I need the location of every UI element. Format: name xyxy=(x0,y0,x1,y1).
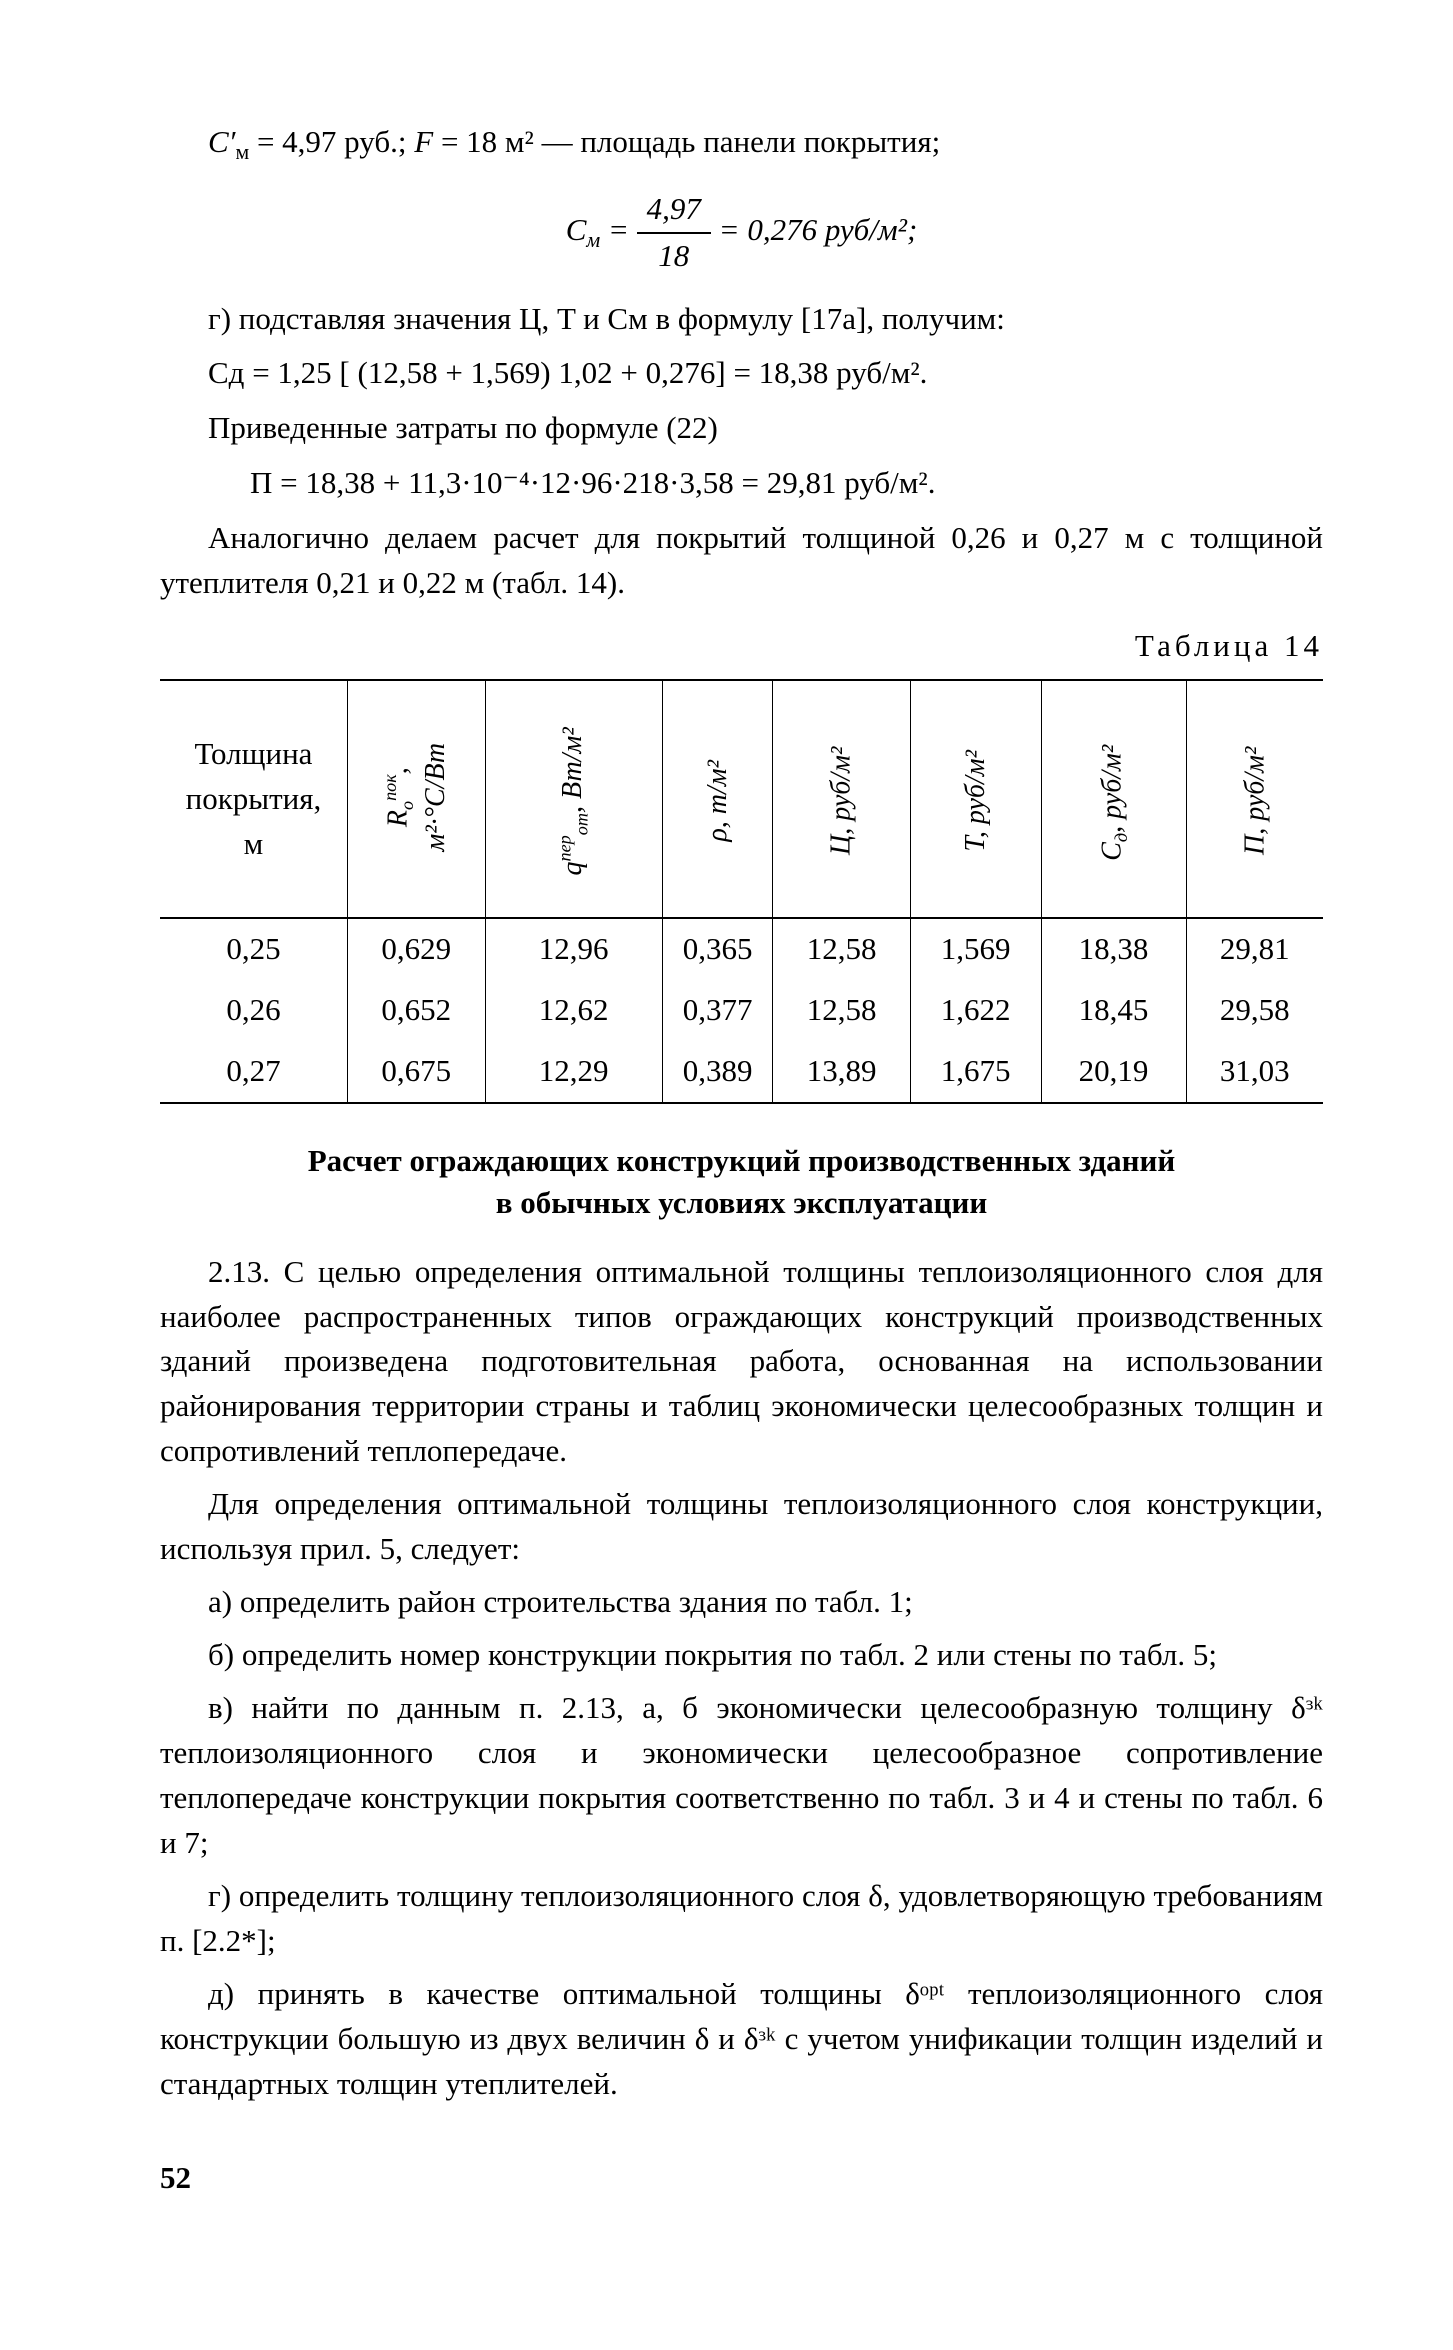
cell: 12,29 xyxy=(485,1041,662,1103)
item-a: а) определить район строительства здания… xyxy=(160,1580,1323,1625)
th-t: T, руб/м² xyxy=(910,680,1041,918)
para-det: Для определения оптимальной толщины тепл… xyxy=(160,1482,1323,1572)
subhead-line1: Расчет ограждающих конструкций производс… xyxy=(308,1143,1176,1178)
cell: 31,03 xyxy=(1186,1041,1323,1103)
cell: 20,19 xyxy=(1041,1041,1186,1103)
subhead-line2: в обычных условиях эксплуатации xyxy=(496,1185,988,1220)
table-14: Толщина покрытия, м Rопок, м²·°C/Вт qпер… xyxy=(160,679,1323,1104)
cell: 29,58 xyxy=(1186,980,1323,1041)
page-number: 52 xyxy=(160,2156,1323,2201)
para-analog: Аналогично делаем расчет для покрытий то… xyxy=(160,516,1323,606)
th-r0: Rопок, м²·°C/Вт xyxy=(347,680,485,918)
cell: 12,58 xyxy=(773,918,910,980)
th-cd: Cд, руб/м² xyxy=(1041,680,1186,918)
frac-result: = 0,276 руб/м²; xyxy=(719,212,918,247)
cell: 0,675 xyxy=(347,1041,485,1103)
frac-num: 4,97 xyxy=(637,187,711,234)
eq-pi: П = 18,38 + 11,3·10⁻⁴·12·96·218·3,58 = 2… xyxy=(160,461,1323,506)
cell: 12,96 xyxy=(485,918,662,980)
table-row: 0,27 0,675 12,29 0,389 13,89 1,675 20,19… xyxy=(160,1041,1323,1103)
para-213: 2.13. С целью определения оптимальной то… xyxy=(160,1250,1323,1475)
cell: 0,25 xyxy=(160,918,347,980)
th-p: П, руб/м² xyxy=(1186,680,1323,918)
cell: 0,377 xyxy=(662,980,773,1041)
table-caption: Таблица 14 xyxy=(160,624,1323,669)
th-thickness: Толщина покрытия, м xyxy=(160,680,347,918)
table-row: 0,25 0,629 12,96 0,365 12,58 1,569 18,38… xyxy=(160,918,1323,980)
cell: 12,58 xyxy=(773,980,910,1041)
frac-den: 18 xyxy=(637,234,711,279)
cell: 29,81 xyxy=(1186,918,1323,980)
cell: 0,652 xyxy=(347,980,485,1041)
cell: 0,26 xyxy=(160,980,347,1041)
cell: 0,629 xyxy=(347,918,485,980)
cell: 18,38 xyxy=(1041,918,1186,980)
table-header-row: Толщина покрытия, м Rопок, м²·°C/Вт qпер… xyxy=(160,680,1323,918)
cell: 0,365 xyxy=(662,918,773,980)
subheading: Расчет ограждающих конструкций производс… xyxy=(160,1140,1323,1224)
cell: 12,62 xyxy=(485,980,662,1041)
cell: 1,675 xyxy=(910,1041,1041,1103)
cell: 0,27 xyxy=(160,1041,347,1103)
cell: 1,622 xyxy=(910,980,1041,1041)
item-d: д) принять в качестве оптимальной толщин… xyxy=(160,1972,1323,2107)
th-c: Ц, руб/м² xyxy=(773,680,910,918)
cell: 18,45 xyxy=(1041,980,1186,1041)
item-g: г) определить толщину теплоизоляционного… xyxy=(160,1874,1323,1964)
para-c-prime: С′м = 4,97 руб.; F = 18 м² — площадь пан… xyxy=(160,120,1323,169)
para-reduced: Приведенные затраты по формуле (22) xyxy=(160,406,1323,451)
eq-cd: Сд = 1,25 [ (12,58 + 1,569) 1,02 + 0,276… xyxy=(160,351,1323,396)
cell: 13,89 xyxy=(773,1041,910,1103)
table-row: 0,26 0,652 12,62 0,377 12,58 1,622 18,45… xyxy=(160,980,1323,1041)
formula-cm: Cм = 4,97 18 = 0,276 руб/м²; xyxy=(160,187,1323,279)
cell: 1,569 xyxy=(910,918,1041,980)
para-g: г) подставляя значения Ц, T и Cм в форму… xyxy=(160,297,1323,342)
item-v: в) найти по данным п. 2.13, а, б экономи… xyxy=(160,1686,1323,1866)
cell: 0,389 xyxy=(662,1041,773,1103)
th-qot: qперот, Вт/м² xyxy=(485,680,662,918)
th-rho: ρ, т/м² xyxy=(662,680,773,918)
item-b: б) определить номер конструкции покрытия… xyxy=(160,1633,1323,1678)
